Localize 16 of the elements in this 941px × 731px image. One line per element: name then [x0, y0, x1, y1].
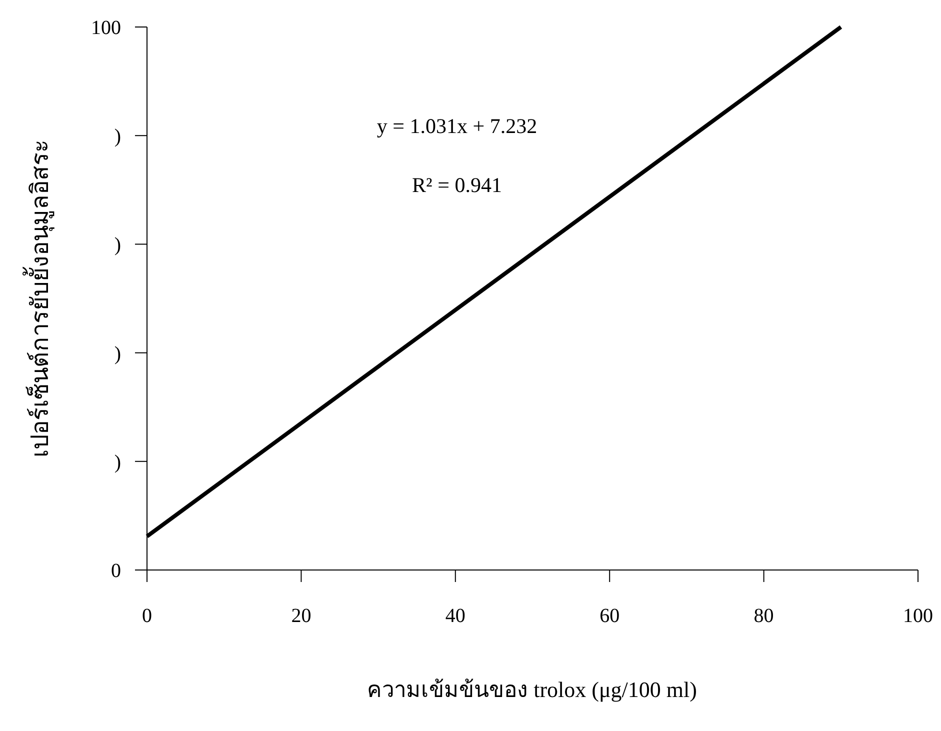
x-tick-label: 60 — [600, 605, 620, 627]
y-axis-title: เปอร์เซ็นต์การยับยั้งอนุมูลอิสระ — [22, 140, 55, 458]
y-tick-label: ) — [114, 234, 121, 256]
x-tick-label: 0 — [142, 605, 152, 627]
x-tick-label: 100 — [903, 605, 933, 627]
y-tick-label: ) — [114, 451, 121, 474]
y-tick-label: 100 — [91, 17, 121, 39]
annotation: R² = 0.941 — [412, 173, 502, 197]
x-axis-title: ความเข้มข้นของ trolox (μg/100 ml) — [367, 677, 697, 702]
annotation: y = 1.031x + 7.232 — [376, 114, 538, 138]
x-tick-label: 80 — [754, 605, 774, 627]
y-tick-label: ) — [114, 342, 121, 365]
x-tick-label: 40 — [445, 605, 466, 627]
y-tick-label: 0 — [111, 560, 121, 582]
x-tick-label: 20 — [291, 605, 312, 627]
y-tick-label: ) — [114, 126, 121, 148]
